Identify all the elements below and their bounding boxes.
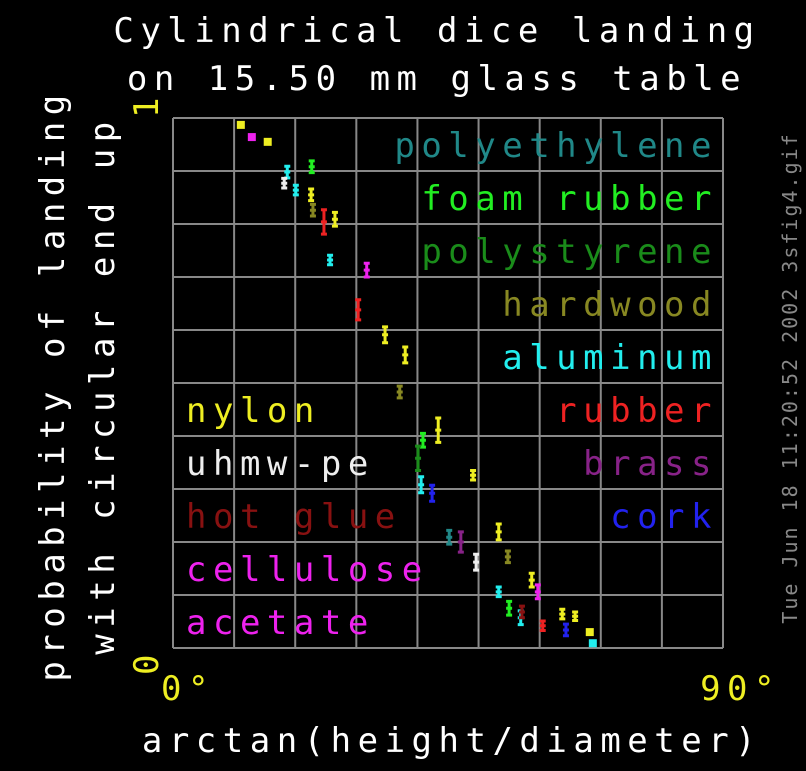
point	[236, 120, 245, 129]
error-bar	[518, 604, 525, 620]
error-bar	[284, 164, 291, 180]
legend-entry: aluminum	[502, 338, 718, 378]
error-bar	[327, 253, 334, 267]
error-bar	[419, 431, 426, 449]
point	[247, 133, 256, 142]
legend-entry: foam rubber	[421, 179, 718, 219]
error-bar	[402, 345, 409, 365]
error-bar	[506, 599, 513, 617]
timestamp: Tue Jun 18 11:20:52 2002 3sfig4.gif	[778, 132, 802, 623]
point	[585, 628, 594, 637]
error-bar	[495, 585, 502, 599]
error-bar	[473, 552, 480, 572]
y-axis-label: with circular end up	[83, 115, 123, 654]
y-axis-label: probability of landing	[33, 88, 73, 681]
title-line: on 15.50 mm glass table	[127, 59, 747, 99]
error-bar	[396, 384, 403, 400]
error-bar	[355, 298, 362, 322]
title-line: Cylindrical dice landing	[113, 11, 760, 51]
legend-entry: polyethylene	[394, 126, 718, 166]
error-bar	[504, 549, 511, 565]
error-bar	[281, 176, 288, 190]
legend-entry: cellulose acetate	[186, 550, 429, 643]
error-bar	[292, 183, 299, 197]
y-tick-label: 1	[127, 91, 167, 118]
error-bar	[470, 468, 477, 482]
error-bar	[457, 530, 464, 554]
error-bar	[559, 607, 566, 621]
x-tick-label: 0°	[161, 669, 215, 709]
y-tick-label: 0	[127, 648, 167, 675]
error-bar	[429, 483, 436, 503]
error-bar	[331, 210, 338, 228]
error-bar	[320, 208, 327, 236]
error-bar	[446, 528, 453, 546]
legend-entry: hardwood	[502, 285, 718, 325]
error-bar	[363, 261, 370, 279]
legend-entry: uhmw-pe	[186, 444, 375, 484]
error-bar	[435, 416, 442, 444]
legend-entry: brass	[583, 444, 718, 484]
error-bar	[539, 619, 546, 633]
error-bar	[528, 571, 535, 589]
error-bar	[309, 202, 316, 218]
legend-entry: hot glue	[186, 497, 402, 537]
legend-entry: rubber	[556, 391, 718, 431]
legend-entry: polystyrene	[421, 232, 718, 272]
error-bar	[415, 444, 422, 472]
point	[263, 137, 272, 146]
x-axis-label: arctan(height/diameter)	[142, 721, 762, 761]
point	[588, 639, 597, 648]
error-bar	[382, 325, 389, 345]
error-bar	[534, 583, 541, 601]
error-bar	[308, 187, 315, 203]
error-bar	[308, 159, 315, 175]
x-tick-label: 90°	[700, 669, 781, 709]
error-bar	[562, 622, 569, 638]
error-bar	[495, 522, 502, 542]
legend-entry: cork	[610, 497, 718, 537]
error-bar	[572, 610, 579, 622]
error-bar	[418, 475, 425, 495]
legend-entry: nylon	[186, 391, 321, 431]
